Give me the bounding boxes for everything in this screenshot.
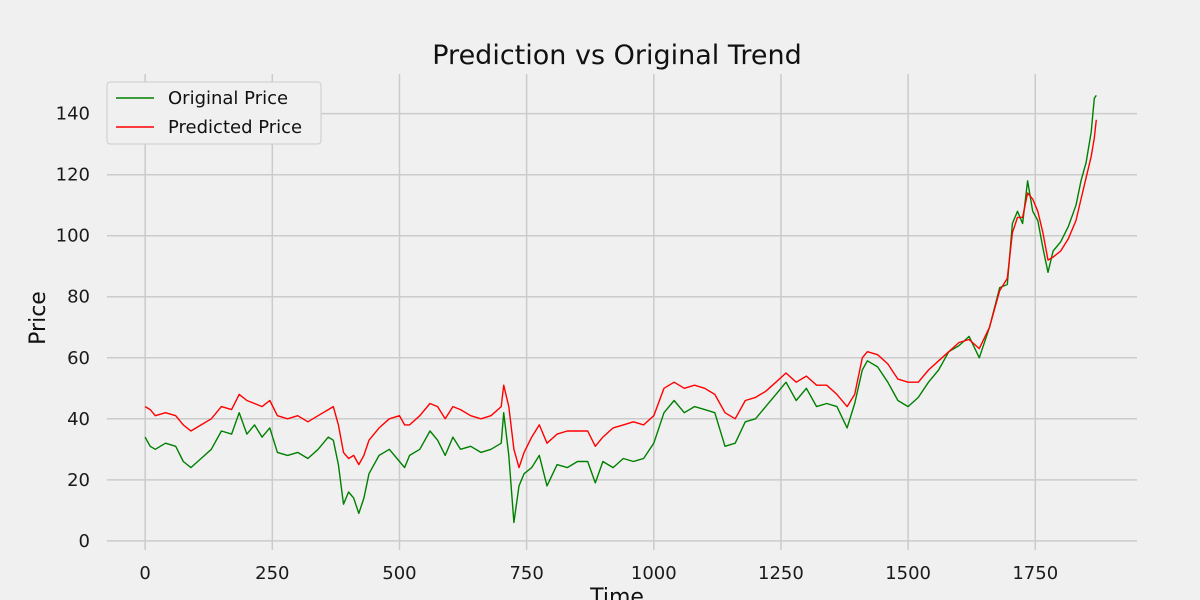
grid bbox=[107, 74, 1137, 550]
y-tick-label: 80 bbox=[67, 287, 90, 308]
y-tick-label: 40 bbox=[67, 409, 90, 430]
x-tick-label: 1750 bbox=[1012, 563, 1058, 584]
ticks: 0 250 500 750 1000 1250 1500 1750 0 20 40 60 80 100 12… bbox=[56, 104, 1059, 584]
legend: Original Price Predicted Price bbox=[106, 81, 322, 145]
x-tick-label: 250 bbox=[255, 563, 289, 584]
y-tick-label: 20 bbox=[67, 470, 90, 491]
y-tick-label: 140 bbox=[56, 104, 90, 125]
x-tick-label: 1500 bbox=[885, 563, 931, 584]
y-tick-label: 60 bbox=[67, 348, 90, 369]
x-tick-label: 500 bbox=[382, 563, 416, 584]
series-line-original bbox=[144, 95, 1097, 524]
x-tick-label: 1250 bbox=[758, 563, 804, 584]
legend-label-original: Original Price bbox=[168, 88, 288, 109]
x-tick-label: 1000 bbox=[631, 563, 677, 584]
series-line-predicted bbox=[144, 119, 1097, 469]
x-axis-label: Time bbox=[589, 585, 644, 600]
series-group bbox=[144, 95, 1097, 524]
y-axis-label: Price bbox=[26, 291, 51, 345]
y-tick-label: 0 bbox=[79, 531, 90, 552]
x-tick-label: 0 bbox=[139, 563, 150, 584]
legend-label-predicted: Predicted Price bbox=[168, 117, 302, 138]
x-tick-label: 750 bbox=[509, 563, 543, 584]
chart-title: Prediction vs Original Trend bbox=[432, 40, 801, 71]
y-tick-label: 120 bbox=[56, 165, 90, 186]
legend-box bbox=[106, 81, 322, 145]
y-tick-label: 100 bbox=[56, 226, 90, 247]
